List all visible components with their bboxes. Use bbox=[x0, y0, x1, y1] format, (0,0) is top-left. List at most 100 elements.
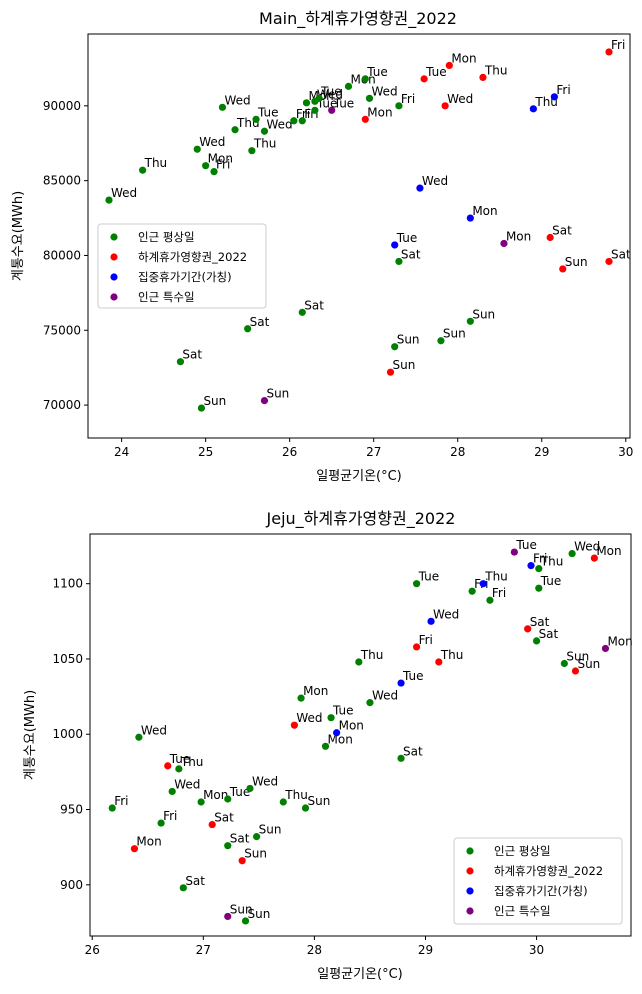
x-tick-label: 29 bbox=[534, 445, 549, 459]
x-tick-label: 30 bbox=[529, 943, 544, 957]
point-label: Tue bbox=[540, 574, 562, 588]
point-label: Wed bbox=[422, 174, 448, 188]
data-point bbox=[420, 75, 428, 83]
data-point bbox=[510, 548, 518, 556]
data-point bbox=[479, 73, 487, 81]
data-point bbox=[571, 667, 580, 675]
legend-marker bbox=[466, 867, 474, 875]
data-point bbox=[224, 842, 232, 850]
data-point bbox=[238, 857, 246, 865]
data-point bbox=[315, 94, 323, 102]
point-label: Tue bbox=[332, 704, 354, 718]
y-tick-label: 75000 bbox=[43, 323, 81, 337]
y-tick-label: 1000 bbox=[52, 727, 83, 741]
data-point bbox=[176, 358, 185, 366]
point-label: Fri bbox=[556, 83, 570, 97]
data-point bbox=[486, 596, 494, 604]
point-label: Wed bbox=[111, 186, 137, 200]
data-point bbox=[395, 102, 403, 110]
point-label: Fri bbox=[296, 107, 310, 121]
data-point bbox=[397, 679, 405, 687]
point-label: Thu bbox=[484, 63, 508, 77]
point-label: Wed bbox=[447, 92, 473, 106]
data-point bbox=[535, 584, 543, 592]
data-point bbox=[435, 658, 443, 666]
data-point bbox=[391, 343, 399, 351]
legend-label: 인근 평상일 bbox=[494, 844, 551, 858]
data-point bbox=[202, 162, 210, 170]
x-tick-label: 28 bbox=[307, 943, 322, 957]
data-point bbox=[361, 115, 369, 123]
point-label: Mon bbox=[303, 684, 328, 698]
data-point bbox=[535, 565, 543, 573]
point-label: Sat bbox=[539, 627, 559, 641]
point-label: Mon bbox=[339, 719, 364, 733]
point-label: Tue bbox=[396, 231, 418, 245]
data-point bbox=[327, 714, 335, 722]
x-tick-label: 27 bbox=[366, 445, 381, 459]
point-label: Sun bbox=[230, 902, 253, 916]
point-label: Wed bbox=[317, 87, 343, 101]
point-label: Sat bbox=[403, 744, 423, 758]
point-label: Fri bbox=[114, 794, 128, 808]
data-point bbox=[248, 147, 256, 155]
point-label: Thu bbox=[440, 648, 464, 662]
data-point bbox=[260, 127, 269, 135]
data-point bbox=[427, 617, 435, 625]
data-point bbox=[395, 257, 403, 266]
data-points: WedThuSatWedSunMonFriWedThuSatThuTueWedF… bbox=[105, 38, 631, 412]
data-point bbox=[208, 820, 216, 829]
point-label: Tue bbox=[229, 785, 251, 799]
point-label: Fri bbox=[611, 38, 625, 52]
data-point bbox=[164, 762, 172, 770]
data-point bbox=[108, 804, 116, 812]
y-tick-label: 90000 bbox=[43, 99, 81, 113]
point-label: Sun bbox=[566, 649, 589, 663]
data-point bbox=[244, 325, 252, 333]
data-point bbox=[253, 833, 261, 841]
point-label: Fri bbox=[401, 92, 415, 106]
point-label: Sun bbox=[308, 794, 331, 808]
data-point bbox=[355, 658, 363, 666]
data-point bbox=[210, 168, 218, 176]
point-label: Sun bbox=[472, 307, 495, 321]
chart-jeju: Jeju_하계휴가영향권_2022 26 27 28 29 30 900 950 1000 10… bbox=[23, 509, 633, 982]
data-point bbox=[391, 241, 399, 249]
y-tick-label: 900 bbox=[60, 878, 83, 892]
x-tick-label: 27 bbox=[196, 943, 211, 957]
point-label: Sun bbox=[266, 387, 289, 401]
data-point bbox=[252, 115, 260, 123]
y-tick-label: 70000 bbox=[43, 398, 81, 412]
point-label: Mon bbox=[203, 788, 228, 802]
data-point bbox=[546, 233, 554, 242]
point-label: Wed bbox=[224, 93, 250, 107]
x-tick-label: 26 bbox=[85, 943, 100, 957]
data-point bbox=[321, 742, 330, 750]
point-label: Sat bbox=[214, 811, 234, 825]
data-point bbox=[605, 257, 613, 266]
point-label: Tue bbox=[169, 752, 191, 766]
point-label: Thu bbox=[284, 788, 308, 802]
point-label: Sun bbox=[203, 394, 226, 408]
point-label: Sat bbox=[530, 615, 550, 629]
point-label: Mon bbox=[328, 732, 353, 746]
data-point bbox=[168, 787, 176, 796]
point-label: Sun bbox=[443, 327, 466, 341]
data-point bbox=[500, 239, 508, 248]
data-point bbox=[279, 798, 287, 806]
data-point bbox=[524, 625, 532, 633]
data-point bbox=[527, 562, 535, 570]
data-point bbox=[197, 798, 205, 806]
point-label: Thu bbox=[180, 755, 204, 769]
point-label: Mon bbox=[472, 204, 497, 218]
axis-ticks: 26 27 28 29 30 900 950 1000 1050 1100 bbox=[52, 577, 544, 957]
legend-label: 집중휴가기간(가칭) bbox=[138, 270, 232, 284]
data-point bbox=[560, 659, 568, 668]
point-label: Tue bbox=[333, 96, 355, 110]
data-point bbox=[333, 729, 341, 737]
point-label: Mon bbox=[596, 544, 621, 558]
point-label: Sun bbox=[565, 255, 588, 269]
data-point bbox=[139, 166, 147, 174]
